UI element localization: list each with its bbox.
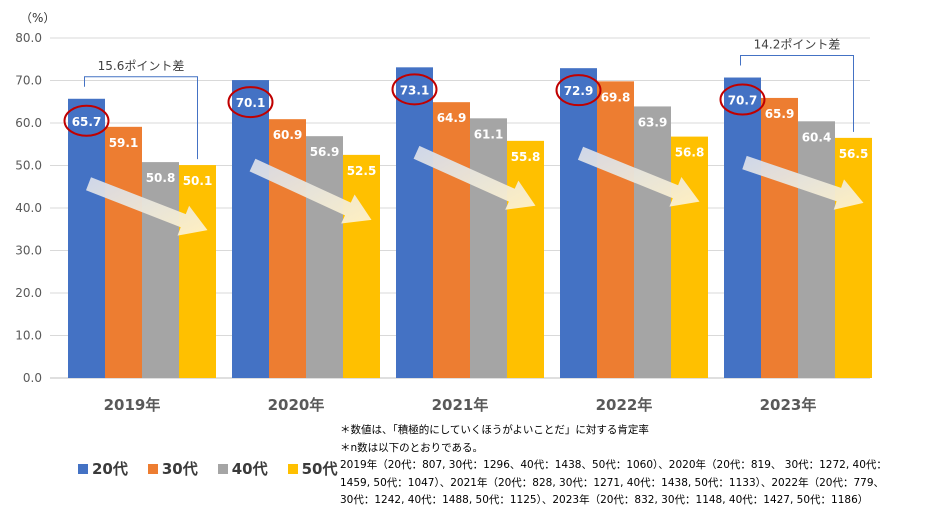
bar — [798, 121, 835, 379]
bar — [761, 97, 798, 379]
data-label: 56.5 — [839, 147, 869, 161]
legend-label-20s: 20代 — [92, 460, 128, 478]
highlight-ellipse — [227, 86, 274, 119]
difference-bracket — [84, 76, 198, 160]
footnote-n-line-2: 1459, 50代：1047）、2021年（20代：828, 30代：1271,… — [340, 476, 884, 489]
highlight-ellipse — [63, 104, 110, 137]
trend-arrow — [249, 158, 372, 224]
bar — [142, 162, 179, 378]
x-tick-label: 2019年 — [104, 396, 161, 414]
data-label: 69.8 — [601, 90, 631, 104]
data-label: 56.9 — [310, 145, 340, 159]
x-axis-ticks: 2019年 2020年 2021年 2022年 2023年 — [104, 396, 817, 414]
bars — [68, 67, 872, 379]
trend-arrow — [413, 145, 536, 210]
y-tick-label: 80.0 — [15, 31, 42, 45]
bar — [68, 98, 105, 379]
bar — [597, 81, 634, 378]
data-label: 50.1 — [183, 174, 213, 188]
legend-label-30s: 30代 — [161, 460, 198, 478]
bar — [232, 80, 269, 378]
data-label: 65.9 — [765, 107, 795, 121]
bar — [433, 102, 470, 379]
highlight-ellipse — [719, 83, 766, 116]
trend-arrow — [86, 177, 208, 236]
legend-item-50s: 50代 — [287, 458, 338, 479]
footnote-definition: ＊数値は、「積極的にしていくほうがよいことだ」に対する肯定率 — [340, 424, 649, 436]
data-labels: 65.7 59.1 50.8 50.1 70.1 60.9 56.9 52.5 73.1 64.9… — [72, 83, 869, 188]
highlight-ellipse — [391, 73, 438, 106]
y-tick-label: 30.0 — [15, 244, 42, 258]
bar — [269, 119, 306, 379]
bar — [179, 165, 216, 378]
trend-arrows — [86, 145, 864, 236]
highlight-ellipse — [555, 74, 602, 107]
highlight-ellipses — [63, 73, 766, 137]
data-label: 70.7 — [728, 94, 758, 108]
bar — [470, 118, 507, 378]
bar — [396, 67, 433, 378]
legend-swatch-50s — [287, 463, 298, 474]
bar — [560, 68, 597, 379]
bar — [835, 137, 872, 378]
legend: 20代 30代 40代 50代 — [78, 458, 338, 479]
legend-label-40s: 40代 — [231, 460, 268, 478]
trend-arrow — [577, 146, 700, 207]
data-label: 60.4 — [802, 130, 832, 144]
difference-brackets: 15.6ポイント差 14.2ポイント差 — [84, 38, 854, 160]
legend-swatch-30s — [147, 463, 158, 474]
data-label: 65.7 — [72, 115, 102, 129]
data-label: 50.8 — [146, 171, 176, 185]
footnote-n-line-1: 2019年（20代：807, 30代：1296、40代：1438、50代：106… — [340, 459, 887, 471]
bar — [724, 77, 761, 379]
y-tick-label: 20.0 — [15, 286, 42, 300]
data-label: 55.8 — [511, 150, 541, 164]
data-label: 59.1 — [109, 136, 139, 150]
legend-swatch-40s — [217, 463, 228, 474]
x-tick-label: 2021年 — [432, 396, 489, 414]
y-tick-label: 70.0 — [15, 74, 42, 88]
difference-bracket — [740, 55, 854, 132]
legend-swatch-20s — [78, 463, 88, 474]
data-label: 60.9 — [273, 128, 303, 142]
data-label: 52.5 — [347, 164, 377, 178]
x-tick-label: 2020年 — [268, 396, 325, 414]
y-axis-ticks: 0.0 10.0 20.0 30.0 40.0 50.0 60.0 70.0 80.0 — [15, 31, 42, 385]
chart-svg: 0.010.020.030.040.050.060.070.080.0 （%） … — [15, 11, 872, 414]
data-label: 61.1 — [474, 127, 504, 141]
data-label: 73.1 — [400, 83, 430, 97]
difference-label: 14.2ポイント差 — [754, 38, 841, 52]
legend-item-40s: 40代 — [217, 458, 268, 479]
footnote-n-line-3: 30代：1242, 40代：1488, 50代：1125）、2023年（20代：… — [340, 494, 869, 506]
y-tick-label: 0.0 — [23, 371, 42, 385]
bar — [507, 140, 544, 378]
data-label: 63.9 — [638, 115, 668, 129]
x-tick-label: 2022年 — [596, 396, 653, 414]
data-label: 56.8 — [675, 146, 705, 160]
bar — [671, 136, 708, 378]
bar — [105, 126, 142, 378]
footnotes: ＊数値は、「積極的にしていくほうがよいことだ」に対する肯定率 ＊n数は以下のとお… — [340, 422, 925, 510]
y-tick-label: 60.0 — [15, 116, 42, 130]
data-label: 64.9 — [437, 111, 467, 125]
legend-item-20s: 20代 — [78, 458, 128, 479]
bar — [634, 106, 671, 379]
bar — [306, 136, 343, 378]
difference-label: 15.6ポイント差 — [98, 59, 185, 73]
data-label: 70.1 — [236, 96, 266, 110]
footnote-n-intro: ＊n数は以下のとおりである。 — [340, 441, 484, 454]
legend-label-50s: 50代 — [301, 460, 338, 478]
y-axis-unit-label: （%） — [20, 11, 55, 25]
x-tick-label: 2023年 — [760, 396, 817, 414]
legend-item-30s: 30代 — [147, 458, 198, 479]
bar — [343, 154, 380, 378]
trend-arrow — [742, 155, 864, 210]
data-label: 72.9 — [564, 84, 594, 98]
y-tick-label: 50.0 — [15, 159, 42, 173]
y-tick-label: 10.0 — [15, 329, 42, 343]
y-tick-label: 40.0 — [15, 201, 42, 215]
